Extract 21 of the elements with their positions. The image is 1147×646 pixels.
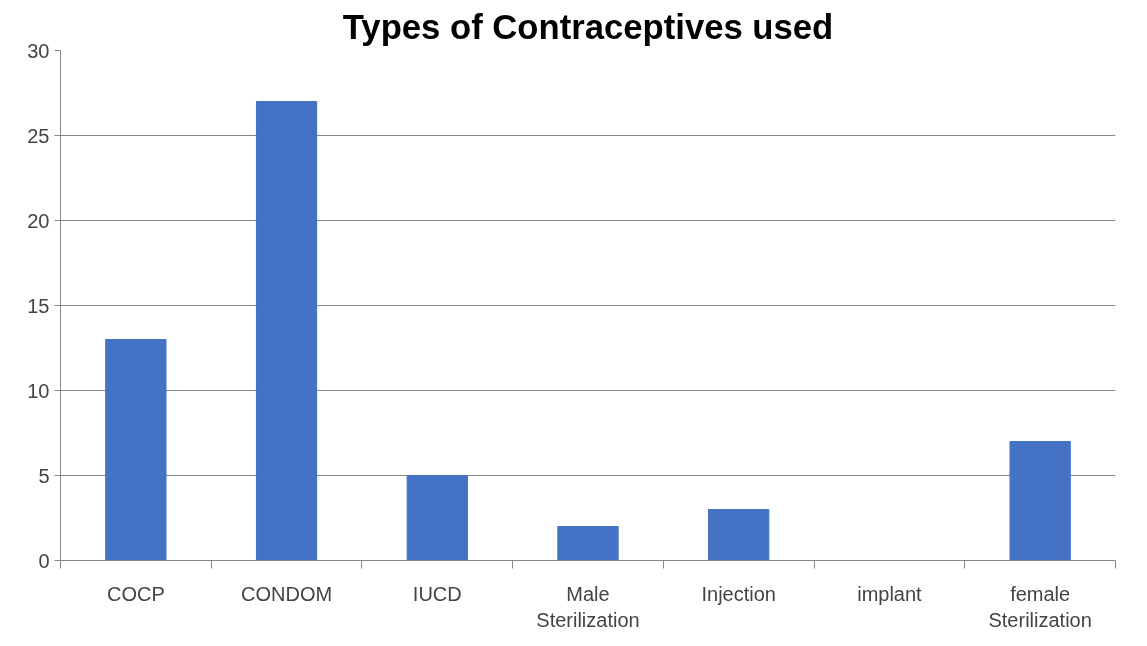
bar (1009, 441, 1071, 561)
y-tick-label: 25 (27, 124, 50, 147)
bar (406, 475, 468, 561)
y-tick-label: 20 (27, 209, 50, 232)
y-tick-label: 30 (27, 39, 50, 62)
x-tick-label: CONDOM (241, 582, 333, 605)
bar (255, 101, 318, 561)
bar (105, 339, 167, 561)
chart-title: Types of Contraceptives used (342, 7, 834, 46)
x-tick-label: Injection (701, 582, 776, 605)
y-tick-label: 10 (27, 379, 50, 402)
bar (708, 509, 770, 561)
x-tick-label: IUCD (412, 582, 462, 605)
y-tick-label: 5 (38, 464, 50, 487)
x-tick-label: COCP (106, 582, 165, 605)
y-tick-label: 15 (27, 294, 50, 317)
x-tick-label: implant (857, 582, 923, 605)
x-tick-label: Male Sterilization (536, 582, 640, 631)
bar (557, 526, 619, 561)
x-tick-label: female Sterilization (988, 582, 1092, 631)
y-tick-label: 0 (38, 549, 50, 572)
